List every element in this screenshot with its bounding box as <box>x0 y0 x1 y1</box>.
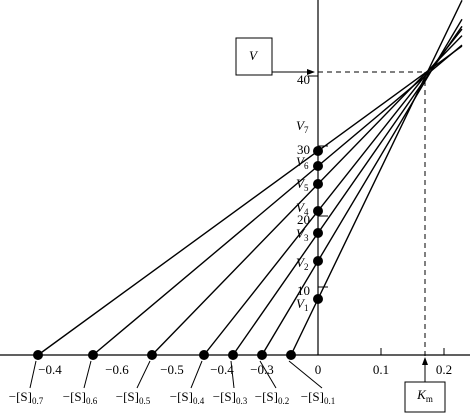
v-label-main: V <box>296 200 306 215</box>
x-tick-label: −0.4 <box>38 362 62 377</box>
s-label-sub: 0.6 <box>86 396 98 406</box>
s-label-sub: 0.5 <box>139 396 151 406</box>
v-label: V5 <box>296 176 309 193</box>
y-tick-label: 20 <box>297 212 310 227</box>
s-pointer <box>29 360 37 389</box>
v-label-main: V <box>296 296 306 311</box>
point <box>33 350 43 360</box>
point <box>313 146 323 156</box>
v-label-sub: 1 <box>304 303 309 313</box>
x-tick-label: 0.1 <box>373 362 389 377</box>
point <box>313 256 323 266</box>
s-label-sub: 0.1 <box>324 396 335 406</box>
s-pointer <box>83 360 92 389</box>
s-pointer <box>288 360 323 389</box>
s-label: −[S]0.1 <box>301 389 335 406</box>
point <box>228 350 238 360</box>
s-label-main: −[S] <box>170 389 193 404</box>
y-tick-label: 30 <box>297 142 310 157</box>
s-label: −[S]0.4 <box>170 389 205 406</box>
s-label-sub: 0.7 <box>32 396 44 406</box>
s-label: −[S]0.3 <box>213 389 248 406</box>
v-label-main: V <box>296 226 306 241</box>
x-tick-label: 0.2 <box>436 362 452 377</box>
v-label-sub: 6 <box>304 161 309 171</box>
s-pointer <box>230 360 235 389</box>
v-box-label: V <box>249 48 259 63</box>
s-label-sub: 0.4 <box>193 396 205 406</box>
v-label-main: V <box>296 255 306 270</box>
s-label-main: −[S] <box>63 389 86 404</box>
s-label: −[S]0.2 <box>255 389 289 406</box>
v-label-sub: 3 <box>304 233 309 243</box>
y-tick-label: 10 <box>297 283 310 298</box>
v-label-main: V <box>296 118 306 133</box>
v-label-sub: 2 <box>304 262 309 272</box>
point <box>199 350 209 360</box>
s-label-main: −[S] <box>255 389 278 404</box>
x-tick-label: −0.5 <box>160 362 184 377</box>
point <box>147 350 157 360</box>
v-label-sub: 7 <box>304 125 309 135</box>
x-tick-label: −0.6 <box>105 362 129 377</box>
plot-line <box>37 45 463 356</box>
point <box>286 350 296 360</box>
v-label: V6 <box>296 154 309 171</box>
s-label: −[S]0.7 <box>9 389 44 406</box>
v-label: V1 <box>296 296 308 313</box>
s-label: −[S]0.6 <box>63 389 98 406</box>
s-label-main: −[S] <box>301 389 324 404</box>
point <box>313 179 323 189</box>
v-label-sub: 5 <box>304 183 309 193</box>
point <box>257 350 267 360</box>
v-label: V2 <box>296 255 308 272</box>
s-label: −[S]0.5 <box>116 389 151 406</box>
km-label-sub: m <box>426 394 433 404</box>
plot-line <box>92 44 463 356</box>
x-tick-label: 0 <box>315 362 322 377</box>
v-label-sub: 4 <box>304 207 309 217</box>
s-label-sub: 0.2 <box>278 396 289 406</box>
point <box>313 161 323 171</box>
point <box>313 206 323 216</box>
y-tick-label: 40 <box>297 72 310 87</box>
v-label: V3 <box>296 226 309 243</box>
s-label-sub: 0.3 <box>236 396 248 406</box>
v-label: V4 <box>296 200 309 217</box>
km-label-main: K <box>416 387 427 402</box>
v-label: V7 <box>296 118 309 135</box>
plot-line <box>232 25 463 356</box>
s-pointer <box>259 360 277 389</box>
v-label-main: V <box>296 154 306 169</box>
s-label-main: −[S] <box>9 389 32 404</box>
plot-line <box>203 28 463 356</box>
point <box>313 228 323 238</box>
s-pointer <box>136 360 151 389</box>
x-tick-label: −0.4 <box>210 362 234 377</box>
point <box>313 294 323 304</box>
s-label-main: −[S] <box>116 389 139 404</box>
s-label-main: −[S] <box>213 389 236 404</box>
v-box <box>235 37 273 76</box>
x-tick-label: −0.3 <box>250 362 274 377</box>
km-label: Km <box>416 387 433 404</box>
point <box>88 350 98 360</box>
s-pointer <box>190 360 203 389</box>
v-label-main: V <box>296 176 306 191</box>
